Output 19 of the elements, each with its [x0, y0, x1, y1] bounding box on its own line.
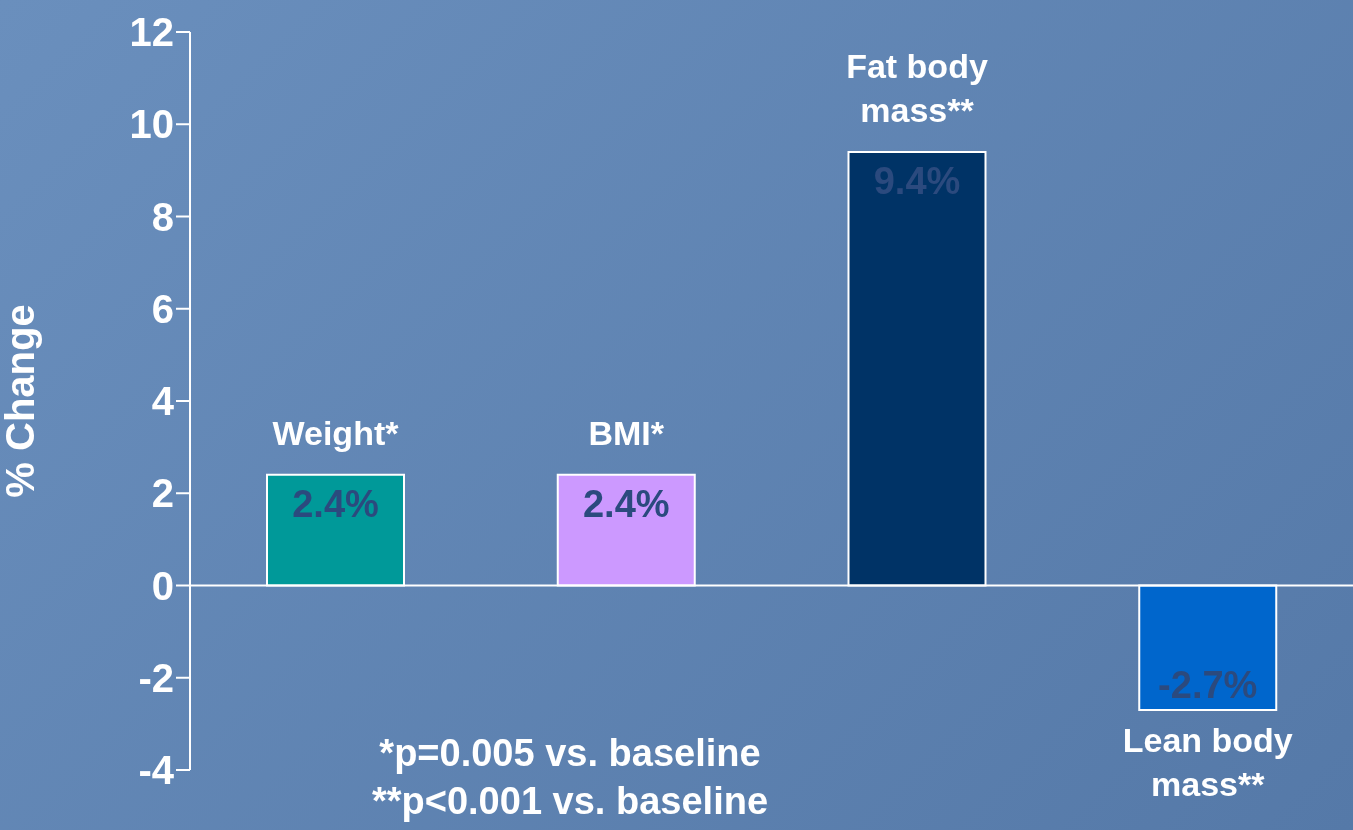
y-tick-label: 0	[151, 563, 174, 608]
y-tick-label: 2	[151, 471, 174, 516]
y-tick-label: 8	[151, 194, 174, 239]
y-tick-label: 6	[151, 286, 174, 331]
y-axis-title: % Change	[0, 304, 43, 498]
x-tick-label: Weight*	[272, 413, 400, 452]
y-tick-label: 4	[151, 379, 175, 424]
data-label: 2.4%	[292, 482, 379, 525]
x-tick-label: Lean body mass**	[1122, 721, 1293, 804]
x-tick-label: BMI*	[588, 413, 665, 452]
annotation: *p=0.005 vs. baseline	[378, 732, 762, 775]
data-label: -2.7%	[1158, 664, 1258, 707]
y-tick-label: 12	[129, 10, 174, 55]
text: **p<0.001 vs. baseline	[370, 780, 770, 823]
x-tick-label: Fat body mass**	[846, 46, 988, 129]
y-tick-label: -2	[138, 655, 174, 700]
y-tick-label: -4	[138, 748, 175, 793]
y-tick-label: 10	[129, 102, 174, 147]
data-label: 2.4%	[582, 482, 670, 525]
